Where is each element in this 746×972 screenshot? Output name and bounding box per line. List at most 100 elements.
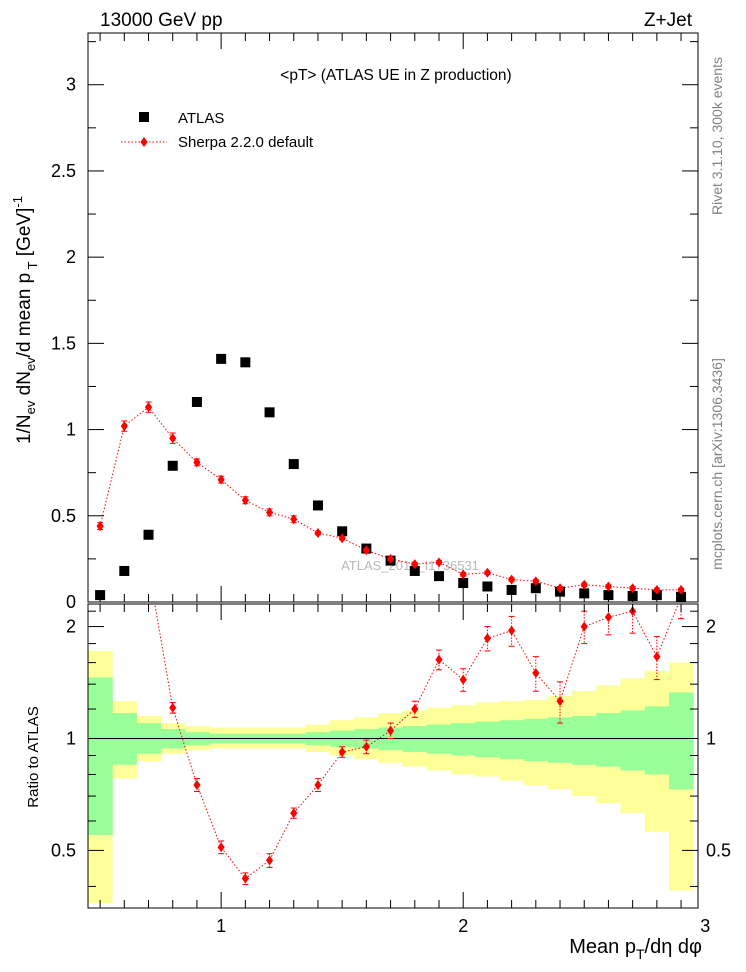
- sherpa-ratio-point: [217, 842, 225, 853]
- legend-atlas-label: ATLAS: [178, 110, 224, 127]
- ratio-stat-uncertainty-band: [547, 717, 573, 763]
- ratio-stat-uncertainty-band: [668, 692, 694, 790]
- sherpa-ratio-point: [362, 741, 370, 752]
- atlas-main-point: [530, 583, 541, 594]
- sherpa-main-point: [532, 576, 540, 587]
- sherpa-ratio-point: [265, 855, 274, 866]
- atlas-main-point: [433, 571, 444, 582]
- sherpa-main-point: [483, 567, 492, 578]
- ratio-y-tick-label-right: 2: [706, 617, 716, 637]
- sherpa-main-point: [120, 421, 128, 432]
- legend-atlas-marker: [139, 112, 149, 122]
- sherpa-main-point: [241, 495, 249, 506]
- atlas-main-point: [579, 588, 590, 599]
- ratio-y-tick-label: 0.5: [51, 840, 76, 860]
- x-axis-label: Mean pT/dη dφ: [569, 936, 702, 962]
- ratio-y-tick-label: 2: [66, 617, 76, 637]
- main-y-tick-label: 1.5: [51, 333, 76, 353]
- ylabel-part-1: 1/N: [14, 414, 35, 444]
- main-y-tick-label: 0: [66, 592, 76, 612]
- ratio-stat-uncertainty-band: [499, 720, 525, 760]
- sherpa-ratio-point: [532, 668, 540, 679]
- sherpa-ratio-point: [483, 633, 492, 644]
- ratio-stat-uncertainty-band: [572, 715, 597, 765]
- sherpa-main-point: [193, 457, 201, 468]
- ratio-stat-uncertainty-band: [426, 724, 452, 754]
- header-left: 13000 GeV pp: [100, 10, 223, 31]
- atlas-main-point: [216, 353, 227, 364]
- atlas-main-point: [409, 565, 420, 576]
- ratio-y-tick-label: 1: [66, 728, 76, 748]
- sherpa-main-point: [508, 574, 516, 585]
- main-panel: <pT> (ATLAS UE in Z production) ATLAS She…: [51, 32, 699, 612]
- legend-sherpa-marker: [140, 137, 148, 147]
- atlas-main-point: [264, 407, 275, 418]
- main-y-tick-label: 2.5: [51, 161, 76, 181]
- atlas-main-point: [191, 396, 202, 407]
- sherpa-main-point: [169, 433, 177, 444]
- atlas-main-point: [506, 584, 517, 595]
- atlas-main-point: [312, 500, 323, 511]
- ratio-stat-uncertainty-band: [596, 713, 622, 767]
- atlas-main-point: [482, 581, 493, 592]
- sherpa-ratio-point: [435, 654, 443, 665]
- sherpa-main-point: [217, 474, 225, 485]
- sherpa-main-point: [411, 559, 419, 570]
- ylabel-sub-ev-1: ev: [23, 400, 38, 414]
- main-y-axis-label: 1/Nev dNev/d mean p T [GeV]-1: [10, 196, 40, 444]
- sherpa-ratio-line: [154, 604, 679, 880]
- ratio-stat-uncertainty-band: [402, 726, 428, 752]
- sherpa-main-point: [556, 583, 564, 594]
- sherpa-ratio-point: [459, 674, 467, 685]
- x-tick-label: 1: [216, 916, 226, 936]
- sherpa-ratio-point: [653, 651, 661, 662]
- atlas-main-point: [167, 460, 178, 471]
- sherpa-main-point: [653, 584, 661, 595]
- ratio-data: [88, 604, 698, 904]
- ratio-panel: 0.5 0.5 1 1 2 2 1 2 3: [51, 603, 731, 936]
- sherpa-main-point: [435, 557, 443, 568]
- ratio-stat-uncertainty-band: [475, 721, 501, 758]
- ylabel-part-3: /d mean p: [14, 273, 35, 358]
- rivet-version-text: Rivet 3.1.10, 300k events: [709, 57, 725, 215]
- ratio-y-axis-label: Ratio to ATLAS: [25, 706, 42, 807]
- sherpa-ratio-point: [193, 779, 201, 790]
- header-right: Z+Jet: [644, 10, 693, 31]
- legend-sherpa-label: Sherpa 2.2.0 default: [178, 134, 314, 151]
- sherpa-ratio-point: [508, 625, 516, 636]
- ratio-stat-uncertainty-band: [451, 723, 476, 756]
- main-y-tick-label: 1: [66, 420, 76, 440]
- ratio-y-tick-label-right: 1: [706, 728, 716, 748]
- legend: ATLAS Sherpa 2.2.0 default: [121, 110, 314, 151]
- xlabel-part-2: /dη dφ: [645, 936, 702, 958]
- atlas-main-point: [337, 526, 348, 537]
- sherpa-main-point: [604, 581, 613, 592]
- sherpa-main-point: [459, 569, 467, 580]
- sherpa-ratio-point: [386, 725, 395, 736]
- ylabel-sub-ev-2: ev: [23, 357, 38, 371]
- xlabel-sub-t: T: [636, 946, 645, 962]
- main-y-tick-label: 3: [66, 75, 76, 95]
- analysis-watermark: ATLAS_2019_I1736531: [341, 558, 479, 573]
- ratio-y-tick-label-right: 0.5: [706, 840, 731, 860]
- sherpa-ratio-point: [290, 808, 298, 819]
- atlas-main-point: [458, 578, 469, 589]
- atlas-main-point: [119, 565, 130, 576]
- ylabel-part-2: dN: [14, 371, 35, 401]
- sherpa-main-point: [290, 514, 298, 525]
- sherpa-main-point: [265, 507, 274, 518]
- ratio-stat-uncertainty-band: [88, 677, 113, 836]
- main-y-tick-label: 0.5: [51, 506, 76, 526]
- sherpa-ratio-point: [338, 746, 346, 757]
- sherpa-main-point: [338, 533, 346, 544]
- ylabel-sup: -1: [10, 196, 25, 208]
- chart-title: <pT> (ATLAS UE in Z production): [280, 67, 511, 84]
- sherpa-main-point: [144, 402, 153, 413]
- x-tick-label: 2: [458, 916, 468, 936]
- sherpa-main-point: [580, 579, 588, 590]
- sherpa-ratio-point: [556, 696, 564, 707]
- ratio-stat-uncertainty-band: [523, 718, 549, 761]
- main-plot-frame: [87, 32, 699, 603]
- ylabel-part-4: [GeV]: [14, 208, 35, 262]
